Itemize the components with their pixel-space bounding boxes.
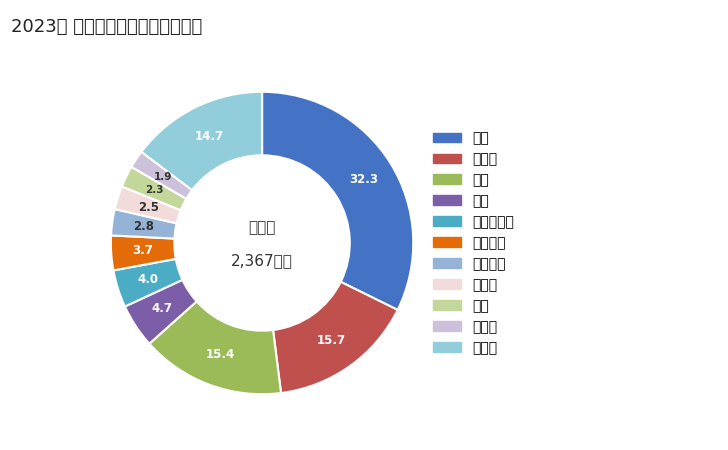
Wedge shape	[125, 280, 197, 344]
Text: 32.3: 32.3	[349, 173, 378, 186]
Wedge shape	[122, 167, 186, 210]
Text: 2,367億円: 2,367億円	[232, 254, 293, 269]
Wedge shape	[273, 282, 397, 393]
Text: 2.3: 2.3	[146, 185, 164, 195]
Text: 3.7: 3.7	[132, 244, 154, 257]
Text: 2023年 輸出相手国のシェア（％）: 2023年 輸出相手国のシェア（％）	[11, 18, 202, 36]
Wedge shape	[111, 235, 176, 270]
Wedge shape	[111, 209, 177, 238]
Wedge shape	[132, 152, 192, 199]
Wedge shape	[114, 259, 183, 306]
Text: 2.8: 2.8	[133, 220, 154, 233]
Wedge shape	[141, 92, 262, 190]
Text: 1.9: 1.9	[154, 172, 172, 182]
Text: 4.7: 4.7	[151, 302, 173, 315]
Wedge shape	[262, 92, 414, 310]
Legend: 米国, ドイツ, 中国, タイ, ポーランド, イタリア, フランス, カナダ, 台湾, チェコ, その他: 米国, ドイツ, 中国, タイ, ポーランド, イタリア, フランス, カナダ,…	[428, 126, 520, 360]
Text: 4.0: 4.0	[138, 273, 159, 286]
Text: 総　額: 総 額	[248, 220, 276, 235]
Wedge shape	[149, 302, 281, 394]
Text: 15.4: 15.4	[205, 348, 235, 361]
Text: 2.5: 2.5	[138, 201, 159, 214]
Text: 14.7: 14.7	[194, 130, 223, 143]
Text: 15.7: 15.7	[317, 334, 346, 347]
Wedge shape	[115, 186, 181, 223]
